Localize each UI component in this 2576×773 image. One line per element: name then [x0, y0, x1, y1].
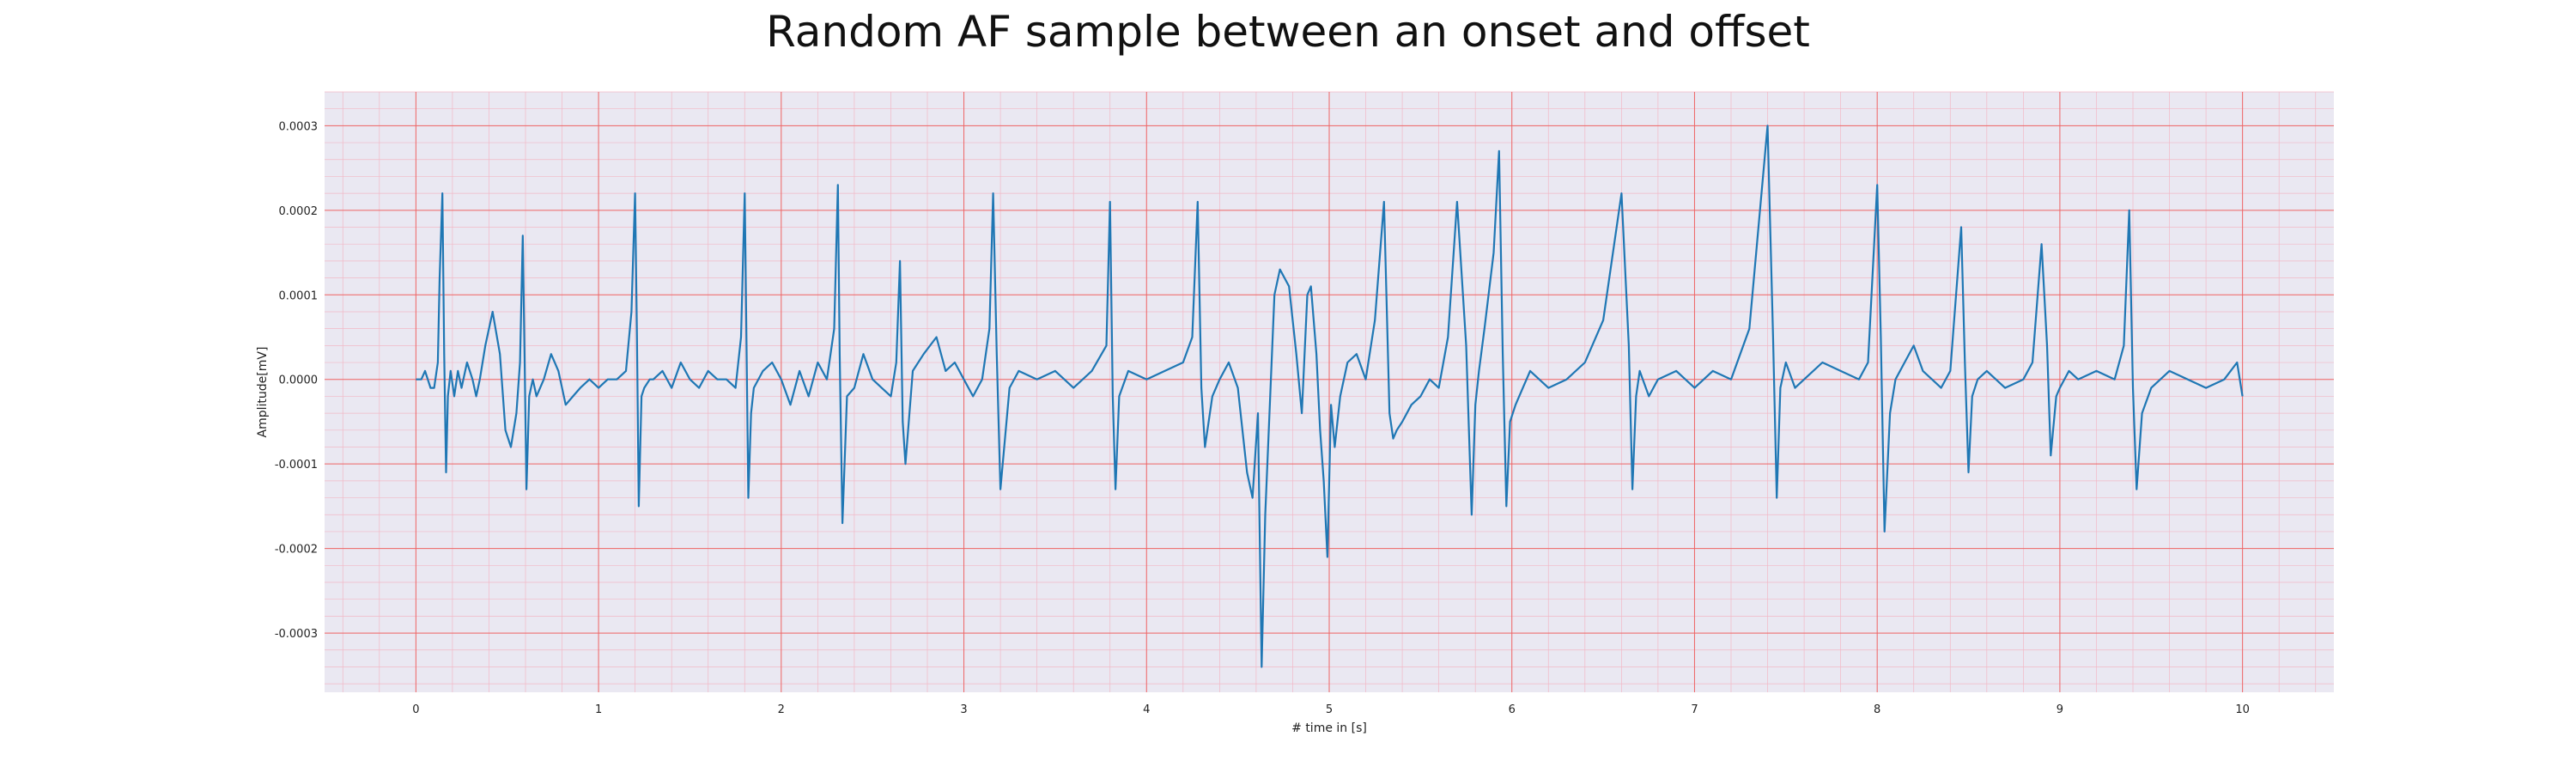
x-tick-label: 9: [2057, 703, 2063, 716]
y-tick-label: -0.0002: [275, 544, 318, 557]
ecg-series-line: [416, 125, 2244, 668]
series-layer: [416, 125, 2244, 668]
x-tick-label: 8: [1874, 703, 1880, 716]
x-tick-label: 0: [412, 703, 419, 716]
y-tick-label: -0.0003: [275, 628, 318, 641]
x-tick-labels: 0 1 2 3 4 5 6 7 8 9 10: [412, 703, 2250, 716]
y-tick-label: -0.0001: [275, 459, 318, 472]
x-tick-label: 5: [1326, 703, 1333, 716]
x-tick-label: 6: [1509, 703, 1516, 716]
y-tick-label: 0.0001: [279, 289, 319, 302]
x-tick-label: 7: [1691, 703, 1698, 716]
x-tick-label: 2: [778, 703, 785, 716]
y-tick-labels: -0.0003 -0.0002 -0.0001 0.0000 0.0001 0.0002 0…: [275, 120, 318, 641]
x-tick-label: 1: [595, 703, 602, 716]
y-tick-label: 0.0002: [279, 205, 319, 218]
chart-title: Random AF sample between an onset and of…: [766, 7, 1810, 57]
y-axis-label: Amplitude[mV]: [256, 347, 270, 438]
x-tick-label: 3: [960, 703, 967, 716]
major-grid: [325, 92, 2334, 692]
y-tick-label: 0.0000: [279, 374, 319, 387]
y-tick-label: 0.0003: [279, 120, 319, 133]
x-tick-label: 4: [1143, 703, 1150, 716]
x-tick-label: 10: [2235, 703, 2250, 716]
x-axis-label: # time in [s]: [1291, 721, 1367, 735]
